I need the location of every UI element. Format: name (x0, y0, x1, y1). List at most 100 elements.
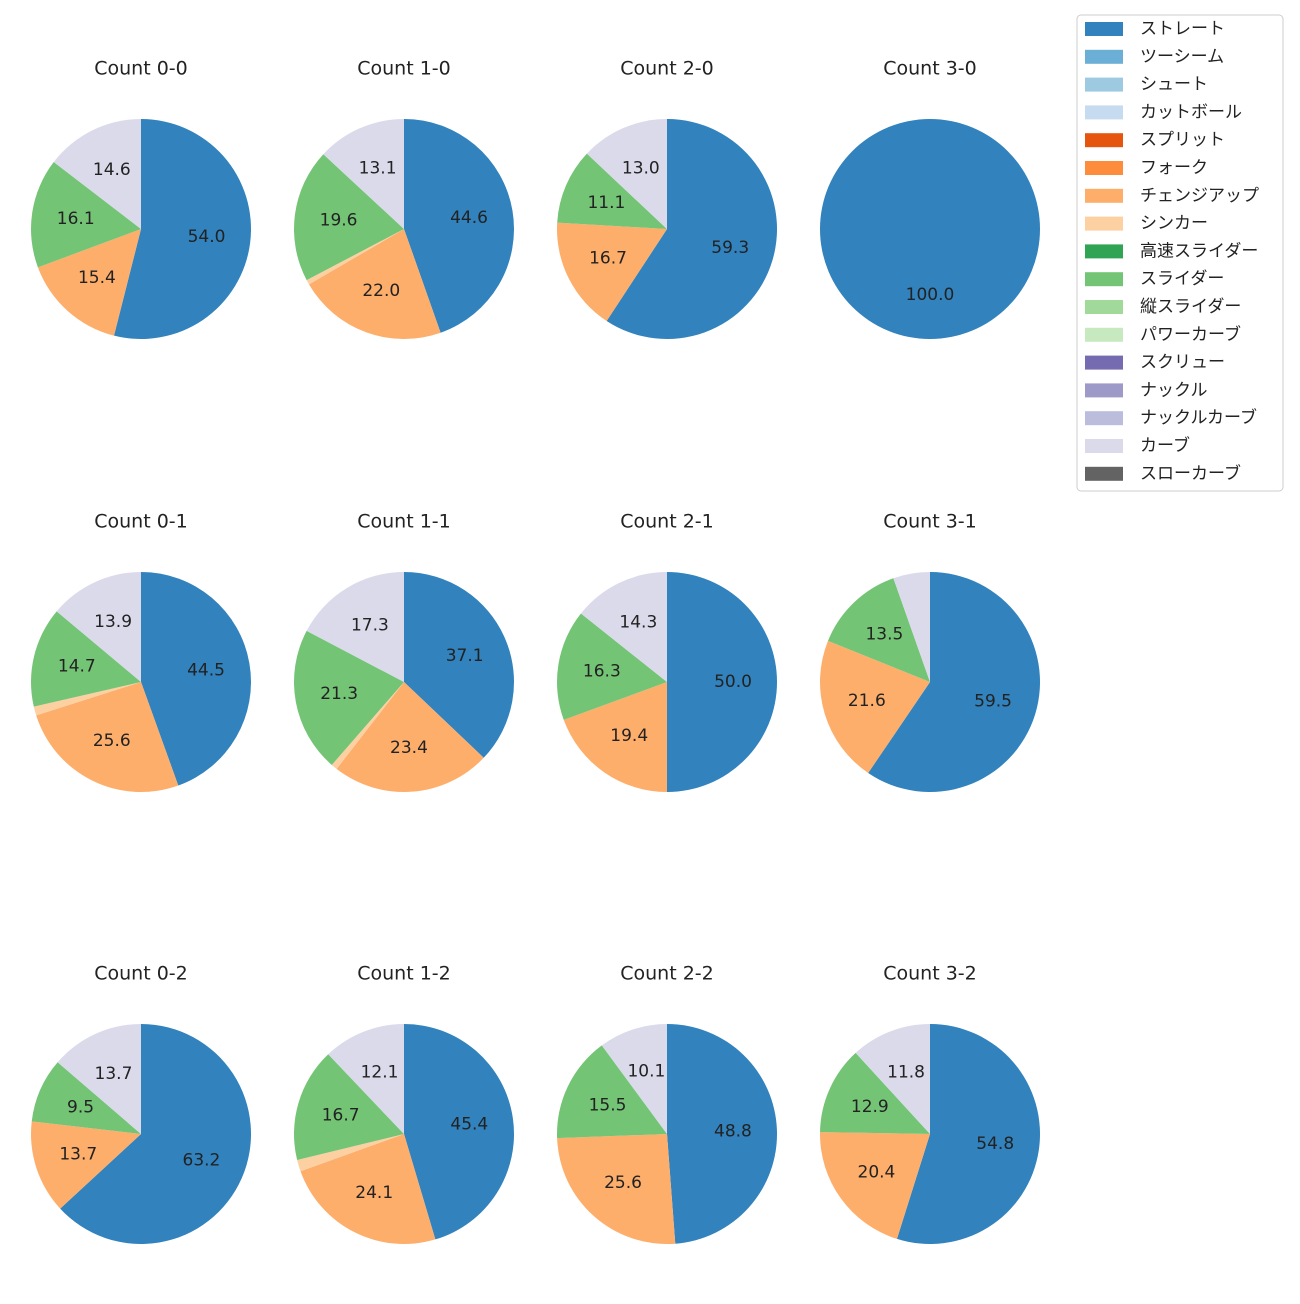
value-label: 13.0 (622, 158, 660, 178)
value-label: 59.3 (711, 238, 749, 258)
pie-slice (37, 229, 142, 336)
chart-title: Count 3-2 (883, 963, 977, 985)
value-label: 13.9 (94, 612, 132, 632)
pie-slice (586, 119, 667, 229)
pie-slice (336, 682, 484, 792)
legend-label: スローカーブ (1140, 463, 1241, 484)
value-label: 24.1 (355, 1183, 393, 1203)
legend-swatch (1085, 466, 1123, 481)
legend-swatch (1085, 216, 1123, 231)
pie-slice (60, 1024, 251, 1244)
pie-slice (33, 682, 141, 716)
value-label: 59.5 (974, 691, 1012, 711)
pie-slice (114, 119, 252, 339)
pie-slice (557, 153, 667, 229)
pie-slice (404, 119, 514, 333)
value-label: 25.6 (93, 731, 131, 751)
pie-slice (404, 572, 514, 758)
pie-slice (297, 1134, 404, 1172)
pie-slice (56, 572, 141, 682)
legend-swatch (1085, 355, 1123, 370)
chart-title: Count 3-0 (883, 58, 977, 80)
pie-slice (820, 1132, 930, 1239)
pie-slice (868, 572, 1040, 793)
legend-label: 縦スライダー (1140, 297, 1241, 317)
chart-title: Count 3-1 (883, 511, 977, 533)
value-label: 15.4 (78, 268, 116, 288)
legend-label: スプリット (1140, 130, 1225, 150)
legend-label: スライダー (1140, 269, 1224, 289)
value-label: 37.1 (446, 646, 484, 666)
pie-slice (404, 1024, 514, 1240)
pie-slice (557, 1134, 676, 1244)
legend-swatch (1085, 188, 1123, 203)
pie-slice (563, 682, 667, 792)
pie-slice (31, 1062, 142, 1134)
legend-label: シュート (1140, 75, 1208, 95)
legend-swatch (1085, 133, 1123, 148)
pie-slice (557, 222, 667, 321)
value-label: 21.6 (848, 691, 886, 711)
pie-slice (827, 578, 930, 682)
legend-label: ナックルカーブ (1140, 407, 1257, 428)
legend-label: ナックル (1140, 380, 1208, 400)
pie-slice (53, 118, 141, 229)
chart-title: Count 1-1 (357, 511, 451, 533)
value-label: 44.6 (450, 208, 488, 228)
pie-slice (580, 572, 667, 682)
value-label: 48.8 (714, 1122, 752, 1142)
value-label: 10.1 (627, 1061, 665, 1081)
legend-swatch (1085, 105, 1123, 120)
value-label: 13.7 (59, 1144, 97, 1164)
value-label: 25.6 (604, 1173, 642, 1193)
pie-slice (306, 572, 404, 682)
value-label: 12.1 (361, 1063, 399, 1083)
pie-slice (820, 640, 930, 773)
value-label: 15.5 (589, 1095, 627, 1115)
pie-slice (855, 1024, 930, 1134)
pie-slice (331, 682, 404, 769)
pie-slice (557, 1045, 667, 1139)
chart-title: Count 2-2 (620, 963, 714, 985)
legend-box (1076, 14, 1284, 492)
value-label: 21.3 (320, 684, 358, 704)
chart-title: Count 2-0 (620, 58, 714, 80)
chart-title: Count 1-0 (357, 58, 451, 80)
pie-slice (294, 154, 404, 281)
chart-title: Count 0-2 (94, 963, 188, 985)
chart-title: Count 1-2 (357, 963, 451, 985)
value-label: 19.4 (610, 726, 648, 746)
value-label: 17.3 (351, 616, 389, 636)
pie-slice (820, 1052, 930, 1134)
value-label: 50.0 (714, 672, 752, 692)
legend-swatch (1085, 49, 1123, 64)
pie-slice (893, 572, 930, 682)
legend-swatch (1085, 22, 1123, 36)
value-label: 13.5 (865, 624, 903, 644)
legend-label: フォーク (1140, 158, 1208, 178)
pie-slice (57, 1024, 142, 1134)
value-label: 45.4 (450, 1114, 488, 1134)
legend-label: カーブ (1140, 435, 1190, 456)
value-label: 44.5 (187, 661, 225, 681)
pie-slice (820, 119, 1040, 339)
pie-slice (308, 229, 441, 340)
legend-swatch (1085, 161, 1123, 175)
value-label: 11.8 (887, 1062, 925, 1082)
legend-label: 高速スライダー (1140, 241, 1258, 261)
chart-title: Count 0-0 (94, 58, 188, 80)
value-label: 54.0 (188, 227, 226, 247)
legend-swatch (1085, 77, 1123, 92)
legend-label: チェンジアップ (1140, 186, 1259, 206)
value-label: 9.5 (67, 1098, 94, 1118)
pie-slice (667, 1024, 778, 1244)
value-label: 63.2 (183, 1150, 221, 1170)
legend-swatch (1085, 244, 1123, 259)
pie-slice (30, 611, 141, 707)
value-label: 13.1 (359, 159, 397, 179)
pie-slice (30, 1121, 141, 1209)
legend-swatch (1085, 327, 1123, 342)
legend-swatch (1085, 383, 1123, 398)
pie-slice (896, 1024, 1040, 1244)
